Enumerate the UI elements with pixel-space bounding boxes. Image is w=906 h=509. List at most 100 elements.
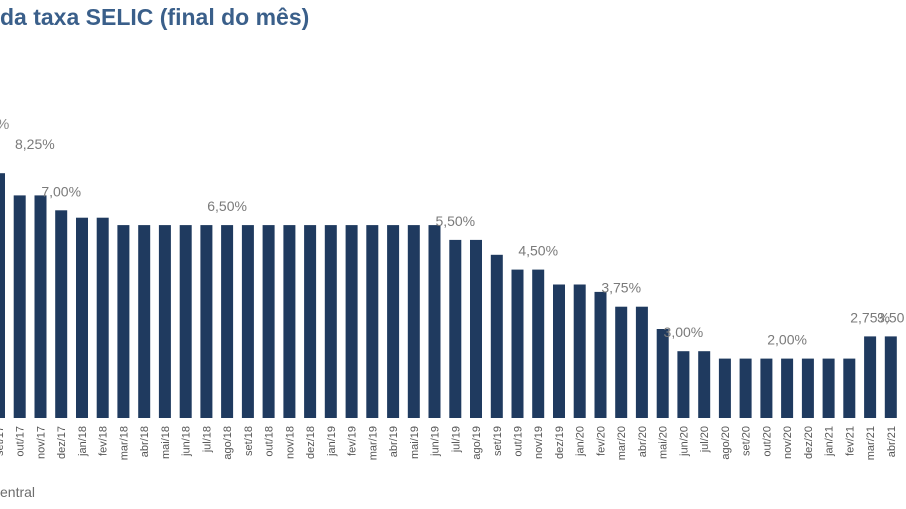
x-tick-label: set/17 — [0, 426, 6, 456]
bar-ago-19 — [470, 239, 482, 418]
data-label: 6,50% — [207, 198, 247, 214]
x-tick-label: abr/18 — [139, 426, 151, 457]
x-tick-label: fev/20 — [596, 426, 608, 456]
bar-mar-18 — [117, 225, 130, 418]
bar-jul-20 — [698, 351, 711, 418]
bar-jan-18 — [76, 217, 88, 418]
data-label: 3,50 — [877, 309, 904, 325]
data-label: 5,50% — [435, 213, 475, 229]
bar-abr-21 — [884, 336, 897, 418]
bar-fev-20 — [594, 291, 607, 418]
bar-dez-17 — [55, 210, 68, 418]
x-tick-label: out/18 — [264, 426, 276, 457]
x-tick-label: nov/19 — [533, 426, 545, 459]
x-tick-label: jul/20 — [699, 426, 711, 453]
x-tick-label: jul/18 — [201, 426, 213, 453]
x-tick-label: out/17 — [15, 426, 27, 457]
x-tick-label: jan/21 — [824, 426, 836, 457]
bar-set-18 — [241, 225, 254, 418]
x-tick-label: out/20 — [761, 426, 773, 457]
x-tick-label: fev/21 — [844, 426, 856, 456]
x-tick-label: out/19 — [513, 426, 525, 457]
x-tick-label: set/19 — [492, 426, 504, 456]
x-tick-label: jan/20 — [575, 426, 587, 457]
x-tick-label: mai/20 — [658, 426, 670, 459]
bar-out-18 — [262, 225, 275, 418]
x-tick-label: nov/18 — [284, 426, 296, 459]
bar-nov-18 — [283, 225, 296, 418]
x-tick-label: abr/19 — [388, 426, 400, 457]
x-tick-label: mar/19 — [367, 426, 379, 460]
bar-abr-19 — [387, 225, 400, 418]
bar-dez-19 — [553, 284, 565, 418]
bar-jul-18 — [200, 225, 213, 418]
bar-nov-19 — [532, 269, 545, 418]
bar-abr-18 — [138, 225, 151, 418]
bar-fev-19 — [345, 225, 358, 418]
bar-nov-17 — [34, 195, 47, 418]
bar-mar-20 — [615, 306, 628, 418]
source-note: entral — [0, 484, 36, 500]
bar-jun-19 — [428, 225, 441, 418]
bar-jan-19 — [324, 225, 337, 418]
x-tick-label: set/18 — [243, 426, 255, 456]
bar-abr-20 — [635, 306, 648, 418]
bar-set-17 — [0, 173, 5, 418]
x-tick-label: dez/19 — [554, 426, 566, 459]
bar-mai-20 — [656, 329, 669, 418]
bar-jan-21 — [822, 358, 835, 418]
bar-fev-18 — [96, 217, 109, 418]
x-tick-label: fev/19 — [347, 426, 359, 456]
bar-fev-21 — [843, 358, 856, 418]
data-label: 8,25% — [15, 136, 55, 152]
x-tick-label: jul/19 — [450, 426, 462, 453]
x-tick-label: jun/18 — [181, 426, 193, 457]
x-tick-label: jun/19 — [430, 426, 442, 457]
bar-out-20 — [760, 358, 773, 418]
x-tick-label: jan/19 — [326, 426, 338, 457]
x-tick-label: dez/17 — [56, 426, 68, 459]
x-tick-label: abr/21 — [886, 426, 898, 457]
x-tick-label: jun/20 — [678, 426, 690, 457]
data-label: 2,75% — [850, 309, 890, 325]
bar-ago-20 — [718, 358, 731, 418]
x-tick-label: set/20 — [741, 426, 753, 456]
data-label: 7,00% — [41, 183, 81, 199]
x-tick-label: ago/18 — [222, 426, 234, 460]
x-tick-label: dez/20 — [803, 426, 815, 459]
x-tick-label: nov/17 — [36, 426, 48, 459]
data-label: 3,75% — [601, 280, 641, 296]
bar-mai-19 — [407, 225, 420, 418]
x-tick-label: dez/18 — [305, 426, 317, 459]
data-label: 3,00% — [664, 324, 704, 340]
bar-mar-19 — [366, 225, 379, 418]
x-tick-label: mar/21 — [865, 426, 877, 460]
bar-ago-18 — [221, 225, 234, 418]
bar-nov-20 — [781, 358, 794, 418]
bar-mar-21 — [864, 336, 877, 418]
x-tick-label: ago/19 — [471, 426, 483, 460]
bar-out-17 — [13, 195, 26, 418]
x-tick-label: mar/20 — [616, 426, 628, 460]
bar-set-20 — [739, 358, 752, 418]
bar-jun-20 — [677, 351, 690, 418]
bar-dez-18 — [304, 225, 317, 418]
x-tick-label: mai/18 — [160, 426, 172, 459]
x-tick-label: fev/18 — [98, 426, 110, 456]
bar-dez-20 — [801, 358, 814, 418]
bar-jul-19 — [449, 239, 462, 418]
bar-mai-18 — [158, 225, 171, 418]
bar-jun-18 — [179, 225, 192, 418]
bar-set-19 — [490, 254, 503, 418]
bar-jan-20 — [573, 284, 586, 418]
x-tick-label: abr/20 — [637, 426, 649, 457]
x-tick-label: mai/19 — [409, 426, 421, 459]
data-label: 4,50% — [518, 243, 558, 259]
data-label: 2,00% — [767, 332, 807, 348]
x-tick-label: nov/20 — [782, 426, 794, 459]
x-tick-label: ago/20 — [720, 426, 732, 460]
x-tick-label: jan/18 — [77, 426, 89, 457]
bar-out-19 — [511, 269, 524, 418]
chart-title: da taxa SELIC (final do mês) — [0, 4, 310, 30]
